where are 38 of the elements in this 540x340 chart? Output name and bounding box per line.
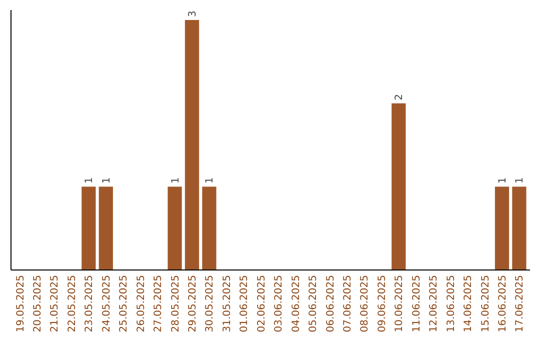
- x-tick-label: 16.06.2025: [497, 275, 508, 332]
- x-tick-label: 28.05.2025: [170, 275, 182, 332]
- data-label: 1: [101, 177, 112, 184]
- x-tick-label: 13.06.2025: [446, 275, 457, 332]
- x-tick-label: 02.06.2025: [256, 275, 268, 332]
- x-tick-label: 26.05.2025: [136, 275, 147, 332]
- x-tick-label: 21.05.2025: [50, 275, 61, 332]
- x-tick-label: 19.05.2025: [15, 275, 26, 332]
- x-tick-label: 08.06.2025: [360, 275, 371, 332]
- x-tick-label: 22.05.2025: [66, 275, 78, 332]
- x-tick-label: 25.05.2025: [118, 275, 130, 332]
- data-label: 1: [170, 177, 182, 184]
- data-label: 1: [204, 177, 216, 184]
- data-label: 1: [84, 177, 96, 184]
- x-tick-label: 24.05.2025: [101, 275, 112, 332]
- x-tick-label: 30.05.2025: [204, 275, 216, 332]
- x-tick-label: 05.06.2025: [308, 275, 320, 332]
- data-label: 1: [497, 177, 508, 184]
- x-tick-label: 31.05.2025: [222, 275, 233, 332]
- x-tick-label: 03.06.2025: [274, 275, 285, 332]
- x-tick-label: 17.06.2025: [514, 275, 526, 332]
- x-tick-label: 23.05.2025: [84, 275, 96, 332]
- data-label: 1: [514, 177, 526, 184]
- x-tick-label: 10.06.2025: [394, 275, 406, 332]
- x-tick-label: 09.06.2025: [376, 275, 388, 332]
- x-tick-label: 04.06.2025: [290, 275, 302, 332]
- x-tick-label: 11.06.2025: [411, 275, 422, 332]
- x-tick-label: 12.06.2025: [428, 275, 440, 332]
- x-tick-label: 29.05.2025: [188, 275, 198, 332]
- x-tick-label: 01.06.2025: [239, 275, 250, 332]
- data-label: 2: [394, 94, 406, 100]
- x-tick-label: 15.06.2025: [480, 275, 492, 332]
- x-tick-label: 06.06.2025: [325, 275, 336, 332]
- x-tick-label: 20.05.2025: [32, 275, 44, 332]
- x-tick-label: 07.06.2025: [342, 275, 354, 332]
- x-tick-label: 14.06.2025: [463, 275, 474, 332]
- x-tick-label: 27.05.2025: [153, 275, 164, 332]
- data-label: 3: [188, 10, 198, 17]
